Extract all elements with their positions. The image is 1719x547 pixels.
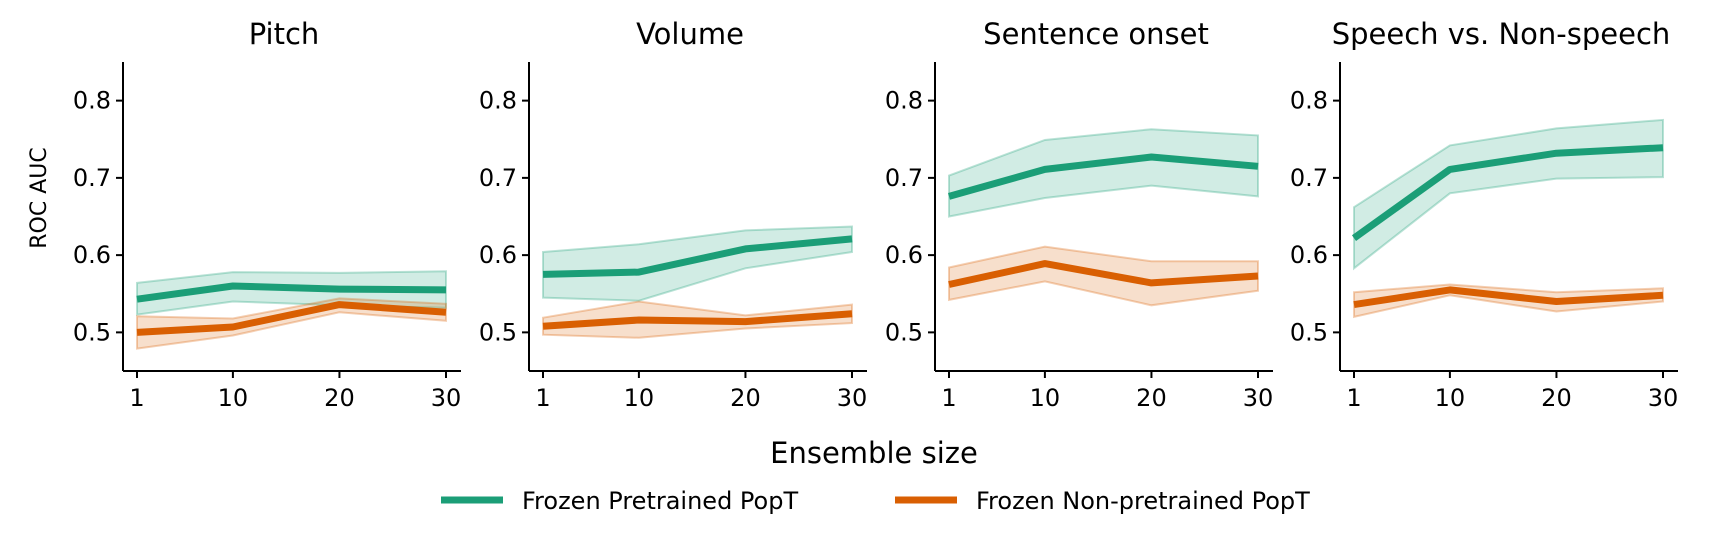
x-tick-label: 10 (1435, 384, 1466, 412)
y-tick-label: 0.6 (73, 241, 111, 269)
x-tick-label: 20 (730, 384, 761, 412)
confidence-band-frozen-pretrained-popt (542, 225, 853, 302)
x-tick-label: 1 (1346, 384, 1361, 412)
panel-speech-vs-non-speech: Speech vs. Non-speech 0.5 0.6 0.7 0.8 1 10 20 30 (1290, 17, 1678, 412)
confidence-band-frozen-pretrained-popt (1353, 118, 1664, 271)
legend-label-pretrained: Frozen Pretrained PopT (522, 487, 798, 515)
x-tick-label: 20 (1136, 384, 1167, 412)
y-tick-label: 0.7 (73, 164, 111, 192)
x-tick-label: 20 (324, 384, 355, 412)
x-tick-label: 30 (1243, 384, 1274, 412)
y-tick-label: 0.8 (1290, 87, 1328, 115)
y-tick-label: 0.6 (1290, 241, 1328, 269)
panels-group: Pitch 0.5 0.6 0.7 0.8 1 10 20 30 Volume 0.5 0.6 0.7 0… (73, 17, 1678, 412)
series-line-frozen-non-pretrained-popt (542, 310, 853, 330)
x-axis-label: Ensemble size (770, 436, 978, 470)
y-tick-label: 0.8 (73, 87, 111, 115)
series-line-frozen-pretrained-popt (136, 282, 447, 303)
panel-title: Volume (636, 17, 744, 51)
y-tick-label: 0.8 (479, 87, 517, 115)
x-tick-label: 30 (1648, 384, 1679, 412)
x-tick-label: 1 (129, 384, 144, 412)
x-tick-label: 1 (941, 384, 956, 412)
series-line-frozen-pretrained-popt (1351, 144, 1664, 241)
confidence-band-frozen-pretrained-popt (948, 128, 1259, 218)
series-line-frozen-pretrained-popt (948, 153, 1259, 200)
x-tick-label: 30 (837, 384, 868, 412)
panel-sentence-onset: Sentence onset 0.5 0.6 0.7 0.8 1 10 20 30 (885, 17, 1273, 412)
y-tick-label: 0.7 (479, 164, 517, 192)
panel-title: Speech vs. Non-speech (1332, 17, 1671, 51)
panel-title: Sentence onset (983, 17, 1209, 51)
legend-label-nonpretrained: Frozen Non-pretrained PopT (976, 487, 1310, 515)
y-tick-label: 0.5 (1290, 318, 1328, 346)
x-tick-label: 10 (1030, 384, 1061, 412)
series-line-frozen-non-pretrained-popt (1353, 286, 1664, 309)
x-tick-label: 30 (431, 384, 462, 412)
panel-pitch: Pitch 0.5 0.6 0.7 0.8 1 10 20 30 (73, 17, 461, 412)
confidence-band-frozen-non-pretrained-popt (136, 297, 447, 350)
y-tick-label: 0.7 (885, 164, 923, 192)
y-tick-label: 0.7 (1290, 164, 1328, 192)
series-line-frozen-pretrained-popt (542, 235, 853, 278)
panel-volume: Volume 0.5 0.6 0.7 0.8 1 10 20 30 (479, 17, 867, 412)
y-tick-label: 0.6 (885, 241, 923, 269)
y-axis-label: ROC AUC (27, 147, 52, 248)
legend: Frozen Pretrained PopT Frozen Non-pretra… (441, 487, 1310, 515)
y-tick-label: 0.5 (73, 318, 111, 346)
x-tick-label: 10 (218, 384, 249, 412)
x-tick-label: 10 (624, 384, 655, 412)
series-line-frozen-non-pretrained-popt (948, 260, 1259, 288)
x-tick-label: 1 (535, 384, 550, 412)
x-tick-label: 20 (1541, 384, 1572, 412)
panel-title: Pitch (249, 17, 320, 51)
y-tick-label: 0.6 (479, 241, 517, 269)
y-tick-label: 0.5 (885, 318, 923, 346)
y-tick-label: 0.8 (885, 87, 923, 115)
y-tick-label: 0.5 (479, 318, 517, 346)
series-line-frozen-non-pretrained-popt (136, 301, 447, 336)
